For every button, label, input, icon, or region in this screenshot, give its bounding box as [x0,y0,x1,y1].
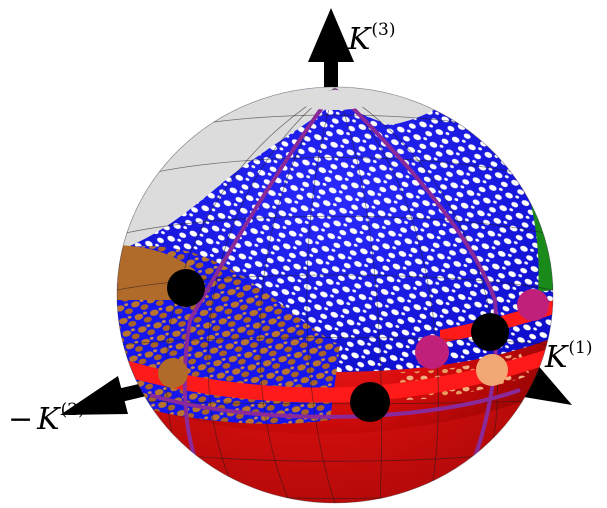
axis-label-k2-superscript: (2) [60,400,85,420]
black-point-right [471,313,509,351]
axis-label-k2-sign: − [8,402,34,437]
peach-point-right [476,354,508,386]
axis-label-k3-symbol: K [348,22,371,57]
sphere-outline [116,86,554,504]
axis-label-k2: − K(2) [8,402,85,435]
axis-label-k3: K(3) [348,22,396,55]
brown-point-left [158,358,188,388]
axis-label-k1: K(1) [545,340,593,373]
magenta-point-far-right [517,289,549,321]
purple-great-circles [149,88,521,471]
black-point-lower-center [350,382,390,422]
magenta-point-right [415,335,449,369]
axis-label-k2-symbol: K [37,402,60,437]
axis-label-k3-superscript: (3) [371,20,396,40]
marker-points [158,269,549,422]
axis-label-k1-superscript: (1) [568,338,593,358]
north-pole-cap [297,90,373,110]
axis-label-k1-symbol: K [545,340,568,375]
black-point-upper-left [167,269,205,307]
